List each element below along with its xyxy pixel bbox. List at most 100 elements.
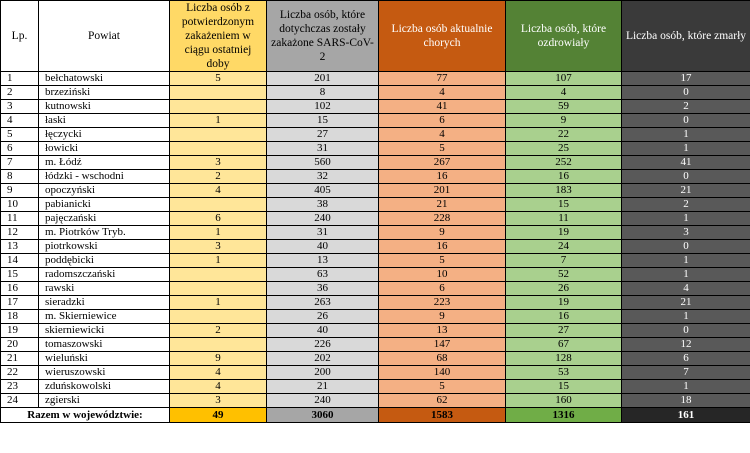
cell-deaths: 0	[621, 323, 750, 338]
cell-total-cases: 8	[266, 85, 379, 100]
cell-total-cases: 263	[266, 295, 379, 310]
cell-deaths: 0	[621, 113, 750, 128]
table-row: 20 tomaszowski 226 147 67 12	[0, 337, 750, 352]
cell-new-cases	[169, 337, 267, 352]
cell-new-cases: 2	[169, 323, 267, 338]
table-row: 5 łęczycki 27 4 22 1	[0, 127, 750, 142]
totals-new-cases: 49	[169, 407, 267, 423]
cell-total-cases: 560	[266, 155, 379, 170]
table-row: 2 brzeziński 8 4 4 0	[0, 85, 750, 100]
cell-powiat: łaski	[38, 113, 170, 128]
cell-recovered: 183	[505, 183, 622, 198]
cell-new-cases: 4	[169, 365, 267, 380]
table-row: 24 zgierski 3 240 62 160 18	[0, 393, 750, 408]
cell-deaths: 1	[621, 379, 750, 394]
cell-total-cases: 405	[266, 183, 379, 198]
cell-powiat: pajęczański	[38, 211, 170, 226]
cell-active-cases: 5	[378, 379, 506, 394]
table-row: 7 m. Łódź 3 560 267 252 41	[0, 155, 750, 170]
cell-new-cases	[169, 127, 267, 142]
cell-lp: 1	[0, 71, 39, 86]
cell-lp: 4	[0, 113, 39, 128]
cell-new-cases: 1	[169, 113, 267, 128]
cell-deaths: 41	[621, 155, 750, 170]
header-recovered: Liczba osób, które ozdrowiały	[505, 0, 622, 72]
cell-lp: 21	[0, 351, 39, 366]
cell-new-cases: 3	[169, 393, 267, 408]
cell-lp: 14	[0, 253, 39, 268]
cell-powiat: zgierski	[38, 393, 170, 408]
cell-powiat: piotrkowski	[38, 239, 170, 254]
cell-deaths: 4	[621, 281, 750, 296]
totals-total-cases: 3060	[266, 407, 379, 423]
cell-deaths: 6	[621, 351, 750, 366]
cell-active-cases: 4	[378, 85, 506, 100]
table-footer: Razem w województwie: 49 3060 1583 1316 …	[0, 407, 750, 423]
cell-lp: 11	[0, 211, 39, 226]
cell-deaths: 1	[621, 211, 750, 226]
cell-new-cases: 3	[169, 239, 267, 254]
cell-recovered: 53	[505, 365, 622, 380]
cell-powiat: m. Skierniewice	[38, 309, 170, 324]
cell-total-cases: 102	[266, 99, 379, 114]
cell-powiat: zduńskowolski	[38, 379, 170, 394]
cell-total-cases: 21	[266, 379, 379, 394]
cell-lp: 18	[0, 309, 39, 324]
cell-new-cases: 3	[169, 155, 267, 170]
table-row: 3 kutnowski 102 41 59 2	[0, 99, 750, 114]
covid-powiat-table: Lp. Powiat Liczba osób z potwierdzonym z…	[0, 0, 750, 423]
cell-powiat: wieruszowski	[38, 365, 170, 380]
cell-recovered: 15	[505, 197, 622, 212]
cell-lp: 17	[0, 295, 39, 310]
cell-recovered: 26	[505, 281, 622, 296]
table-row: 11 pajęczański 6 240 228 11 1	[0, 211, 750, 226]
cell-recovered: 15	[505, 379, 622, 394]
cell-new-cases	[169, 85, 267, 100]
table-row: 8 łódzki - wschodni 2 32 16 16 0	[0, 169, 750, 184]
cell-active-cases: 4	[378, 127, 506, 142]
cell-active-cases: 223	[378, 295, 506, 310]
cell-lp: 5	[0, 127, 39, 142]
cell-new-cases: 6	[169, 211, 267, 226]
cell-total-cases: 31	[266, 225, 379, 240]
table-body: 1 bełchatowski 5 201 77 107 17 2 brzeziński 8 4 4 0 3…	[0, 71, 750, 408]
cell-deaths: 0	[621, 239, 750, 254]
cell-total-cases: 36	[266, 281, 379, 296]
cell-recovered: 7	[505, 253, 622, 268]
cell-total-cases: 63	[266, 267, 379, 282]
table-row: 14 poddębicki 1 13 5 7 1	[0, 253, 750, 268]
cell-deaths: 0	[621, 169, 750, 184]
cell-total-cases: 201	[266, 71, 379, 86]
cell-powiat: tomaszowski	[38, 337, 170, 352]
cell-recovered: 4	[505, 85, 622, 100]
cell-active-cases: 13	[378, 323, 506, 338]
header-active-cases: Liczba osób aktualnie chorych	[378, 0, 506, 72]
cell-active-cases: 68	[378, 351, 506, 366]
cell-active-cases: 21	[378, 197, 506, 212]
cell-total-cases: 40	[266, 323, 379, 338]
cell-recovered: 19	[505, 225, 622, 240]
table-row: 9 opoczyński 4 405 201 183 21	[0, 183, 750, 198]
cell-deaths: 12	[621, 337, 750, 352]
cell-lp: 23	[0, 379, 39, 394]
cell-powiat: rawski	[38, 281, 170, 296]
totals-recovered: 1316	[505, 407, 622, 423]
cell-deaths: 18	[621, 393, 750, 408]
cell-lp: 15	[0, 267, 39, 282]
cell-powiat: łowicki	[38, 141, 170, 156]
cell-recovered: 27	[505, 323, 622, 338]
cell-deaths: 17	[621, 71, 750, 86]
cell-active-cases: 41	[378, 99, 506, 114]
cell-recovered: 52	[505, 267, 622, 282]
cell-recovered: 25	[505, 141, 622, 156]
cell-powiat: pabianicki	[38, 197, 170, 212]
totals-active-cases: 1583	[378, 407, 506, 423]
cell-recovered: 59	[505, 99, 622, 114]
totals-label: Razem w województwie:	[0, 407, 170, 423]
header-new-cases: Liczba osób z potwierdzonym zakażeniem w…	[169, 0, 267, 72]
cell-recovered: 24	[505, 239, 622, 254]
cell-new-cases	[169, 141, 267, 156]
cell-total-cases: 200	[266, 365, 379, 380]
cell-new-cases: 1	[169, 253, 267, 268]
cell-powiat: sieradzki	[38, 295, 170, 310]
